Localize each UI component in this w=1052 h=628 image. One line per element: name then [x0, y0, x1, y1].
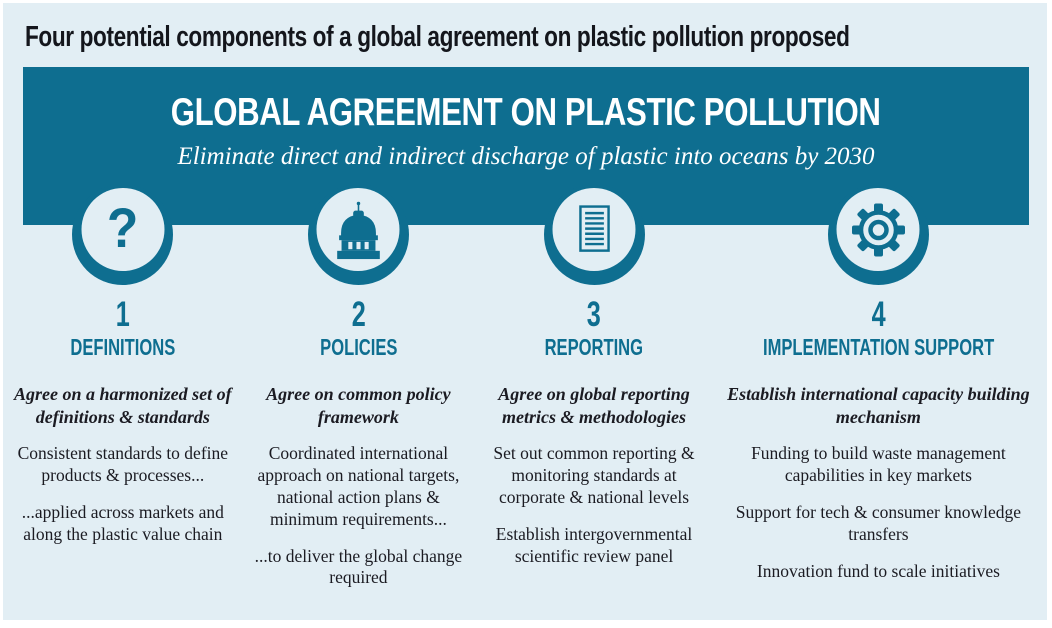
- column-heading: Agree on common policy framework: [266, 384, 451, 427]
- column-paragraph: Funding to build waste management capabi…: [751, 443, 1006, 485]
- badge-circle: [827, 184, 929, 285]
- column-label: IMPLEMENTATION SUPPORT: [762, 334, 995, 360]
- background-panel: Four potential components of a global ag…: [3, 3, 1047, 620]
- column-label: REPORTING: [544, 334, 644, 360]
- column-number: 4: [871, 295, 886, 334]
- column-paragraph: Set out common reporting & monitoring st…: [493, 443, 695, 507]
- header-banner: GLOBAL AGREEMENT ON PLASTIC POLLUTION El…: [23, 67, 1029, 225]
- badge-circle: ?: [72, 184, 174, 285]
- badge-circle-inner: [316, 188, 400, 271]
- capitol-building-icon: [337, 201, 380, 259]
- column-label: DEFINITIONS: [70, 334, 176, 360]
- column-number: 2: [351, 295, 366, 334]
- column-paragraph: Support for tech & consumer knowledge tr…: [735, 501, 1022, 544]
- column-number: 3: [587, 295, 602, 334]
- page-title: Four potential components of a global ag…: [25, 21, 850, 53]
- column-paragraph: ...to deliver the global change required: [254, 545, 463, 588]
- badge-circle-inner: [836, 188, 920, 271]
- badge-circle: [543, 184, 645, 285]
- column-implementation-support: 4 IMPLEMENTATION SUPPORT Establish inter…: [712, 184, 1045, 589]
- column-paragraph: Innovation fund to scale initiatives: [756, 560, 1000, 581]
- column-heading: Establish international capacity buildin…: [727, 384, 1030, 427]
- component-columns: ? 1 DEFINITIONS Agree on a harmonized se…: [5, 184, 1045, 589]
- banner-title: GLOBAL AGREEMENT ON PLASTIC POLLUTION: [171, 91, 881, 134]
- badge-circle: [307, 184, 409, 285]
- column-paragraph: ...applied across markets and along the …: [21, 501, 224, 544]
- column-heading: Agree on a harmonized set of definitions…: [14, 384, 232, 427]
- column-policies: 2 POLICIES Agree on common policy framew…: [241, 184, 477, 589]
- badge-circle-inner: ?: [81, 188, 165, 271]
- column-reporting: 3 REPORTING Agree on global reporting me…: [476, 184, 712, 589]
- column-paragraph: Consistent standards to define products …: [17, 443, 229, 485]
- column-number: 1: [115, 295, 130, 334]
- column-paragraph: Coordinated international approach on na…: [257, 443, 460, 529]
- question-mark-icon: ?: [107, 195, 139, 259]
- gear-icon: [851, 203, 905, 256]
- column-definitions: ? 1 DEFINITIONS Agree on a harmonized se…: [5, 184, 241, 589]
- badge-circle-inner: [552, 188, 636, 271]
- column-heading: Agree on global reporting metrics & meth…: [498, 384, 690, 427]
- document-icon: [578, 204, 610, 252]
- column-paragraph: Establish intergovernmental scientific r…: [495, 523, 693, 566]
- banner-subtitle: Eliminate direct and indirect discharge …: [177, 143, 875, 170]
- column-label: POLICIES: [319, 334, 398, 360]
